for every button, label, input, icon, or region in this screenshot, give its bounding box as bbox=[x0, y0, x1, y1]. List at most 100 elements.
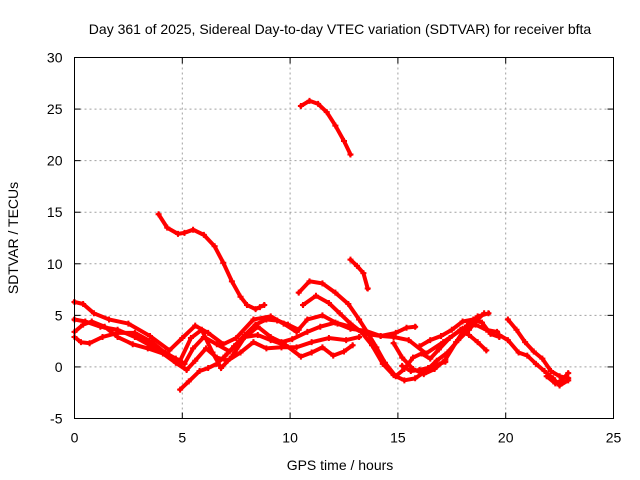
data-point bbox=[341, 138, 347, 145]
data-point bbox=[190, 345, 197, 352]
y-tick-label: -5 bbox=[50, 411, 63, 427]
data-point bbox=[213, 360, 220, 367]
data-point bbox=[261, 302, 268, 309]
data-point bbox=[256, 304, 263, 311]
data-point bbox=[192, 357, 199, 364]
data-point bbox=[409, 354, 416, 361]
data-point bbox=[88, 318, 95, 325]
data-point bbox=[304, 328, 311, 335]
data-point bbox=[399, 362, 406, 369]
data-point bbox=[295, 326, 302, 333]
data-point bbox=[524, 352, 531, 359]
data-point bbox=[420, 371, 427, 378]
data-point bbox=[466, 331, 473, 338]
data-point bbox=[399, 354, 406, 361]
data-point bbox=[470, 316, 477, 323]
data-point bbox=[209, 349, 216, 356]
series-line bbox=[496, 332, 571, 389]
data-point bbox=[211, 243, 218, 250]
data-point bbox=[252, 306, 259, 313]
data-point bbox=[347, 256, 354, 263]
data-point bbox=[146, 332, 153, 339]
data-point bbox=[463, 322, 470, 329]
data-point bbox=[185, 378, 192, 385]
series-arc-7 bbox=[297, 97, 354, 158]
data-point bbox=[349, 342, 356, 349]
x-tick-label: 15 bbox=[390, 430, 406, 446]
y-tick-label: 30 bbox=[47, 50, 63, 66]
data-point bbox=[330, 352, 337, 359]
data-point bbox=[416, 343, 423, 350]
data-point bbox=[407, 368, 414, 375]
data-point bbox=[237, 293, 244, 300]
data-point bbox=[164, 351, 171, 358]
data-point bbox=[241, 331, 248, 338]
data-point bbox=[164, 224, 171, 231]
data-point bbox=[205, 364, 212, 371]
data-point bbox=[504, 337, 511, 344]
data-point bbox=[203, 345, 210, 352]
y-tick-label: 0 bbox=[55, 359, 63, 375]
axes: 0 5 10 15 20 25 -5 0 5 10 15 20 25 30 bbox=[47, 50, 622, 446]
data-point bbox=[149, 339, 156, 346]
data-point bbox=[231, 343, 238, 350]
data-point bbox=[347, 320, 354, 327]
data-point bbox=[356, 316, 363, 323]
data-point bbox=[77, 339, 84, 346]
data-point bbox=[515, 349, 522, 356]
data-point bbox=[539, 355, 546, 362]
data-point bbox=[220, 259, 227, 266]
data-point bbox=[319, 312, 326, 319]
data-point bbox=[222, 352, 229, 359]
series-line bbox=[347, 256, 371, 291]
data-point bbox=[315, 100, 322, 107]
y-axis-label: SDTVAR / TECUs bbox=[5, 182, 21, 294]
data-point bbox=[325, 299, 332, 306]
data-point bbox=[442, 358, 449, 365]
data-point bbox=[405, 337, 412, 344]
data-point bbox=[317, 323, 324, 330]
data-point bbox=[228, 278, 235, 285]
data-point bbox=[332, 319, 339, 326]
chart-title: Day 361 of 2025, Sidereal Day-to-day VTE… bbox=[89, 21, 592, 37]
data-point bbox=[144, 345, 151, 352]
data-point bbox=[174, 230, 181, 237]
data-point bbox=[390, 340, 397, 347]
data-point bbox=[293, 344, 300, 351]
data-point bbox=[453, 339, 460, 346]
data-point bbox=[558, 377, 565, 384]
data-point bbox=[205, 329, 212, 336]
data-point bbox=[418, 350, 425, 357]
data-point bbox=[532, 360, 539, 367]
x-tick-label: 10 bbox=[282, 430, 298, 446]
series-arc-16 bbox=[543, 370, 572, 387]
plot-frame bbox=[74, 57, 614, 419]
data-point bbox=[369, 342, 376, 349]
data-point bbox=[319, 344, 326, 351]
data-point bbox=[196, 368, 203, 375]
data-point bbox=[336, 310, 343, 317]
data-point bbox=[377, 332, 384, 339]
x-tick-label: 0 bbox=[71, 430, 79, 446]
data-point bbox=[233, 335, 240, 342]
y-tick-label: 25 bbox=[47, 101, 63, 117]
data-point bbox=[181, 360, 188, 367]
data-point bbox=[425, 364, 432, 371]
grid-lines bbox=[74, 57, 614, 419]
data-point bbox=[446, 335, 453, 342]
data-point bbox=[297, 102, 304, 109]
data-point bbox=[297, 353, 304, 360]
data-point bbox=[513, 326, 520, 333]
data-point bbox=[263, 316, 270, 323]
data-point bbox=[427, 355, 434, 362]
data-point bbox=[198, 326, 205, 333]
data-point bbox=[306, 278, 313, 285]
data-point bbox=[478, 319, 485, 326]
data-point bbox=[332, 122, 339, 129]
data-point bbox=[325, 335, 332, 342]
data-point bbox=[284, 321, 291, 328]
data-point bbox=[474, 339, 481, 346]
data-point bbox=[282, 342, 289, 349]
data-point bbox=[300, 302, 307, 309]
data-point bbox=[181, 229, 188, 236]
